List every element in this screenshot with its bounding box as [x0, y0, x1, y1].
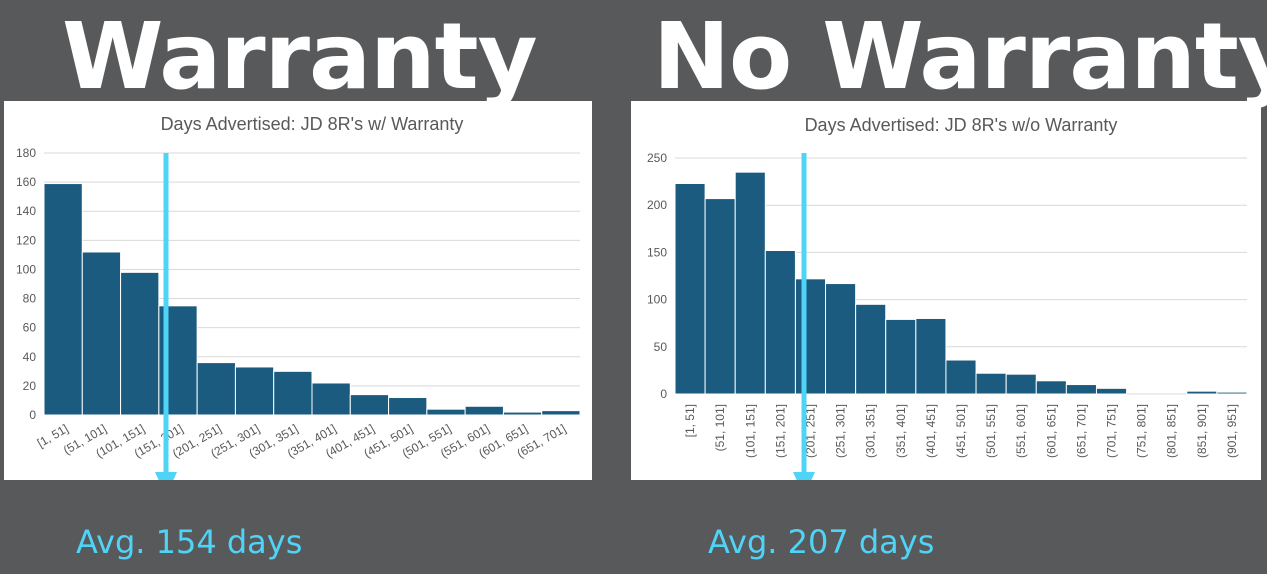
y-tick-label: 180 [16, 146, 36, 160]
warranty-average-label: Avg. 154 days [76, 523, 303, 561]
histogram-bar [764, 250, 796, 395]
chart-title: Days Advertised: JD 8R's w/ Warranty [161, 114, 464, 134]
x-tick-label: (251, 301] [834, 404, 848, 458]
y-tick-label: 140 [16, 204, 36, 218]
y-tick-label: 80 [23, 292, 37, 306]
x-tick-label: (601, 651] [1044, 404, 1058, 458]
y-tick-label: 40 [23, 350, 37, 364]
x-tick-label: (51, 101] [713, 404, 727, 451]
average-arrow-head [793, 472, 815, 480]
x-tick-label: (201, 251] [803, 404, 817, 458]
chart-title: Days Advertised: JD 8R's w/o Warranty [805, 115, 1118, 135]
histogram-bar [464, 405, 504, 416]
histogram-bar [794, 278, 827, 395]
histogram-bar [1065, 384, 1097, 395]
histogram-bar [120, 271, 160, 416]
y-tick-label: 20 [23, 379, 37, 393]
histogram-bar [825, 283, 857, 395]
y-tick-label: 150 [647, 245, 667, 259]
warranty-chart-panel: Days Advertised: JD 8R's w/ Warranty 0 20 4… [4, 101, 592, 480]
y-tick-label: 100 [16, 262, 36, 276]
histogram-bar [885, 318, 917, 395]
y-tick-label: 200 [647, 198, 667, 212]
warranty-histogram: Days Advertised: JD 8R's w/ Warranty 0 20 4… [16, 114, 581, 480]
y-tick-label: 60 [23, 321, 37, 335]
x-tick-label: (451, 501] [954, 404, 968, 458]
y-tick-label: 0 [29, 408, 36, 422]
y-tick-label: 100 [647, 293, 667, 307]
x-tick-label: (751, 801] [1135, 404, 1149, 458]
x-tick-label: (701, 751] [1105, 404, 1119, 458]
histogram-bar [734, 171, 766, 395]
x-tick-label: (101, 151] [743, 404, 757, 458]
histogram-bar [975, 372, 1007, 395]
histogram-bar [426, 408, 466, 416]
histogram-bar [945, 359, 977, 395]
x-tick-label: (351, 401] [894, 404, 908, 458]
no-warranty-header: No Warranty [653, 3, 1267, 110]
y-tick-label: 160 [16, 175, 36, 189]
histogram-bar [196, 362, 236, 416]
no-warranty-chart-panel: Days Advertised: JD 8R's w/o Warranty 0 50… [631, 101, 1261, 480]
histogram-bar [1095, 387, 1128, 395]
x-tick-label: (851, 901] [1195, 404, 1209, 458]
histogram-bar [1216, 391, 1248, 395]
average-arrow-head [155, 472, 177, 480]
y-tick-label: 0 [660, 387, 667, 401]
histogram-bar [349, 394, 390, 416]
histogram-bar [704, 198, 736, 395]
histogram-bar [311, 382, 351, 416]
x-tick-label: (151, 201] [773, 404, 787, 458]
histogram-bar [502, 411, 543, 416]
histogram-bar [43, 183, 83, 416]
x-tick-label: (901, 951] [1225, 404, 1239, 458]
histogram-bar [1035, 380, 1067, 395]
x-tick-label: [1, 51] [683, 404, 697, 437]
histogram-bar [541, 410, 581, 416]
y-tick-label: 120 [16, 233, 36, 247]
x-tick-label: (401, 451] [924, 404, 938, 458]
histogram-bar [1186, 390, 1218, 395]
x-tick-label: (651, 701] [1074, 404, 1088, 458]
histogram-bar [915, 317, 947, 395]
y-tick-label: 50 [654, 340, 668, 354]
histogram-bar [388, 397, 428, 416]
x-tick-label: (801, 851] [1165, 404, 1179, 458]
histogram-bar [273, 370, 313, 416]
y-tick-label: 250 [647, 151, 667, 165]
no-warranty-histogram: Days Advertised: JD 8R's w/o Warranty 0 50… [647, 115, 1248, 480]
x-tick-label: (551, 601] [1014, 404, 1028, 458]
histogram-bar [234, 366, 275, 416]
histogram-bar [674, 182, 706, 395]
histogram-bar [855, 303, 887, 395]
no-warranty-average-label: Avg. 207 days [708, 523, 935, 561]
x-tick-label: (301, 351] [864, 404, 878, 458]
histogram-bar [81, 251, 122, 416]
histogram-bar [1005, 373, 1037, 395]
warranty-header: Warranty [62, 3, 538, 110]
x-tick-label: (501, 551] [984, 404, 998, 458]
